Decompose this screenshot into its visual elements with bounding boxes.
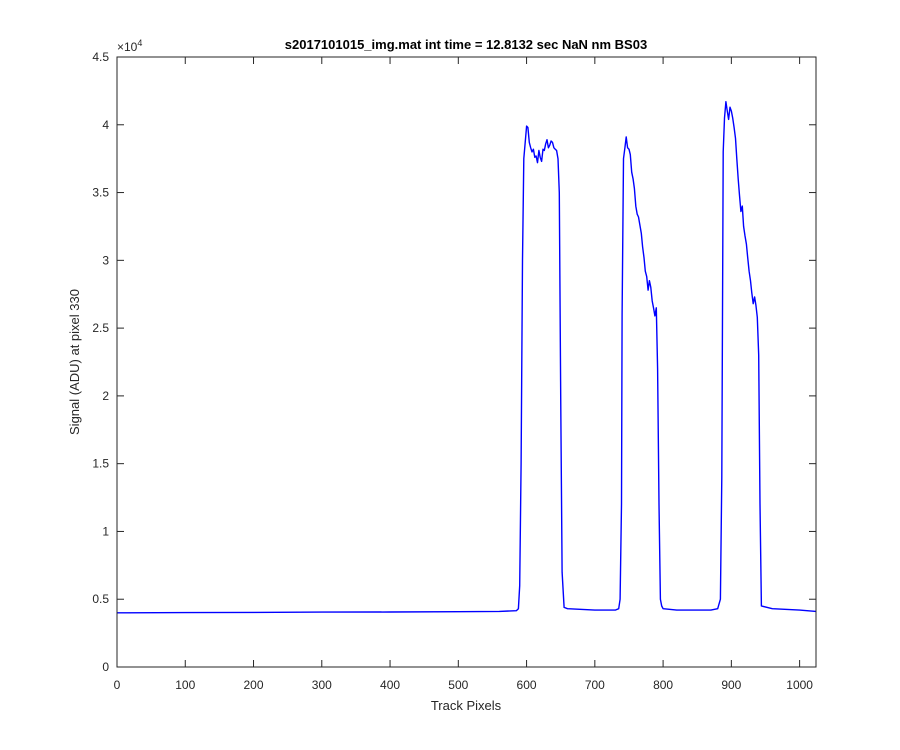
y-exponent-power: 4 [137,38,142,48]
y-tick-label: 0.5 [92,592,109,606]
y-exponent-base: ×10 [117,40,138,54]
x-tick-label: 0 [114,678,121,692]
x-tick-label: 700 [585,678,605,692]
x-tick-label: 500 [448,678,468,692]
y-tick-label: 1 [102,524,109,538]
chart-title: s2017101015_img.mat int time = 12.8132 s… [285,37,647,52]
plot-background [117,57,816,667]
y-tick-label: 1.5 [92,457,109,471]
y-tick-label: 0 [102,660,109,674]
axis-tick-labels: 0 100 200 300 400 500 600 700 800 900 1000 0 0.5 1 1.5… [92,50,813,692]
x-tick-label: 300 [312,678,332,692]
y-tick-label: 2.5 [92,321,109,335]
x-axis-label: Track Pixels [431,698,502,713]
x-tick-label: 1000 [786,678,813,692]
y-tick-label: 4.5 [92,50,109,64]
y-exponent-label: ×104 [117,38,142,54]
x-tick-label: 100 [175,678,195,692]
series-group [116,100,817,614]
y-tick-label: 4 [102,118,109,132]
y-axis-label: Signal (ADU) at pixel 330 [67,289,82,435]
x-tick-label: 200 [244,678,264,692]
y-tick-label: 3 [102,253,109,267]
plot-frame [116,56,817,668]
signal-series-line [116,100,817,614]
x-tick-label: 900 [721,678,741,692]
x-tick-label: 800 [653,678,673,692]
x-tick-label: 400 [380,678,400,692]
x-tick-label: 600 [517,678,537,692]
y-tick-label: 2 [102,389,109,403]
y-tick-label: 3.5 [92,186,109,200]
